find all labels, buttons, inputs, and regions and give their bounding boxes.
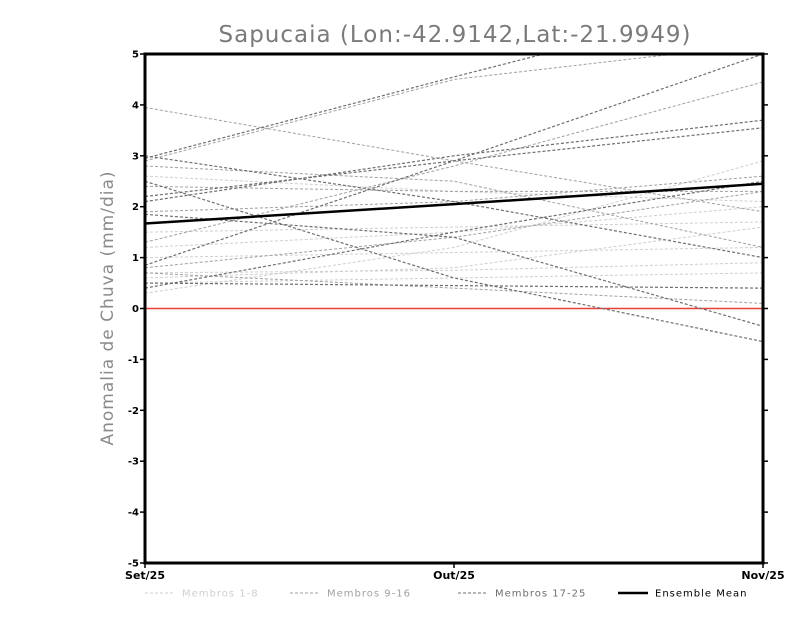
y-tick-label: -1 [128, 355, 139, 366]
series-line-member-5 [145, 272, 763, 284]
series-line-member-7 [145, 246, 763, 259]
chart-title: Sapucaia (Lon:-42.9142,Lat:-21.9949) [219, 22, 692, 48]
series-line-member-21 [145, 180, 763, 343]
series-line-member-19 [145, 127, 763, 198]
series-line-member-13 [145, 272, 763, 304]
series-line-member-18 [145, 54, 763, 266]
y-tick-label: 3 [132, 151, 139, 162]
legend-label: Membros 1-8 [182, 589, 259, 600]
series-line-member-3 [145, 206, 763, 248]
y-tick-label: 5 [132, 50, 139, 61]
series-line-member-14 [145, 175, 763, 213]
ensemble-mean-line [144, 182, 764, 225]
y-axis-label: Anomalia de Chuva (mm/dia) [98, 170, 118, 445]
y-tick-label: 0 [132, 304, 139, 315]
series-layer [145, 54, 763, 343]
y-tick-label: 1 [132, 253, 139, 264]
x-tick-label: Out/25 [433, 569, 475, 582]
y-tick-label: 2 [132, 202, 139, 213]
series-line-member-6 [145, 221, 763, 233]
series-line-member-24 [145, 282, 763, 289]
y-tick-label: 4 [132, 100, 139, 111]
series-line-member-23 [145, 119, 763, 203]
legend-label: Ensemble Mean [655, 589, 747, 600]
series-line-member-2 [145, 226, 763, 279]
series-line-member-17 [145, 54, 547, 159]
series-line-member-16 [145, 190, 763, 269]
legend-label: Membros 9-16 [327, 589, 411, 600]
x-tick-label: Set/25 [125, 569, 165, 582]
series-line-member-12 [145, 106, 763, 213]
y-tick-label: -3 [128, 457, 139, 468]
series-line-member-11 [145, 165, 763, 248]
y-tick-label: -4 [128, 508, 139, 519]
series-line-member-8 [145, 262, 763, 274]
x-tick-label: Nov/25 [741, 569, 784, 582]
legend: Membros 1-8 Membros 9-16 Membros 17-25 Ense… [145, 589, 747, 600]
series-line-member-20 [145, 213, 763, 327]
legend-label: Membros 17-25 [495, 589, 586, 600]
y-tick-label: -5 [128, 559, 139, 570]
series-line-member-9 [145, 54, 680, 162]
series-line-member-22 [145, 180, 763, 289]
y-tick-label: -2 [128, 406, 139, 417]
ensemble-mean-layer [144, 182, 764, 225]
series-line-member-25 [145, 155, 763, 259]
y-axis-ticks: 5 4 3 2 1 0 -1 -2 -3 -4 -5 [128, 50, 768, 570]
x-axis-ticks: Set/25 Out/25 Nov/25 [125, 563, 785, 582]
